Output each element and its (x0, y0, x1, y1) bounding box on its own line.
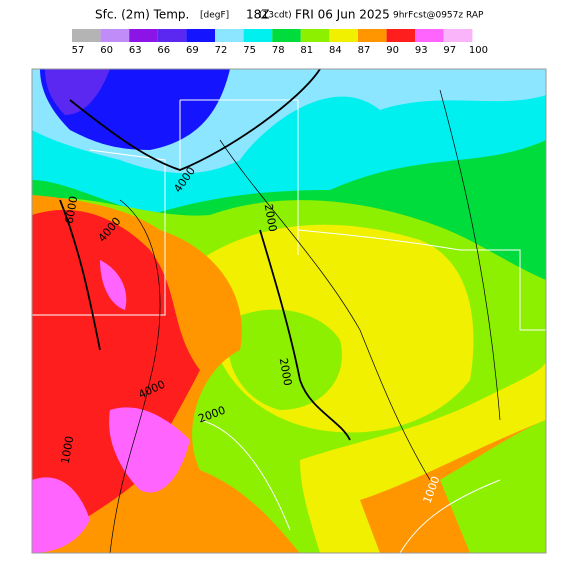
colorbar-swatch (415, 29, 444, 42)
colorbar-swatch (386, 29, 416, 42)
colorbar-label: 69 (186, 45, 199, 56)
title-time: 18Z (246, 8, 270, 22)
colorbar-label: 100 (469, 45, 488, 56)
colorbar-label: 93 (415, 45, 428, 56)
colorbar-swatch (272, 29, 301, 42)
colorbar-label: 63 (129, 45, 142, 56)
colorbar-label: 66 (157, 45, 170, 56)
colorbar-swatch (329, 29, 358, 42)
contour-label: 2000 (277, 357, 295, 387)
colorbar-label: 97 (443, 45, 456, 56)
colorbar-label: 75 (243, 45, 256, 56)
contour-label: 6000 (63, 195, 81, 225)
map-frame (31, 68, 547, 554)
colorbar-label: 81 (300, 45, 313, 56)
colorbar-label: 57 (72, 45, 85, 56)
colorbar-swatch (157, 29, 187, 42)
colorbar-swatch (215, 29, 244, 42)
temperature-field (32, 69, 546, 553)
contour-label: 1000 (59, 435, 77, 465)
colorbar-swatch (100, 29, 130, 42)
colorbar-swatch (129, 29, 158, 42)
colorbar-label: 60 (100, 45, 113, 56)
colorbar-label: 90 (386, 45, 399, 56)
title-local-time: (13cdt) (259, 11, 292, 21)
colorbar-swatch (358, 29, 387, 42)
title-model: 9hrFcst@0957z RAP (393, 11, 484, 21)
colorbar-swatch (443, 29, 473, 42)
colorbar-swatch (243, 29, 273, 42)
colorbar: 57 60 63 66 69 72 75 78 81 84 87 90 93 97 100 (72, 29, 488, 56)
colorbar-swatch (300, 29, 330, 42)
colorbar-swatch (72, 29, 101, 42)
title-date: FRI 06 Jun 2025 (295, 8, 390, 22)
colorbar-label: 78 (272, 45, 285, 56)
colorbar-label: 72 (215, 45, 228, 56)
colorbar-label: 84 (329, 45, 342, 56)
colorbar-label: 87 (358, 45, 371, 56)
contour-label: 2000 (262, 203, 280, 233)
title-main: Sfc. (2m) Temp. (95, 8, 189, 22)
title-units: [degF] (200, 11, 229, 21)
colorbar-swatch (186, 29, 215, 42)
